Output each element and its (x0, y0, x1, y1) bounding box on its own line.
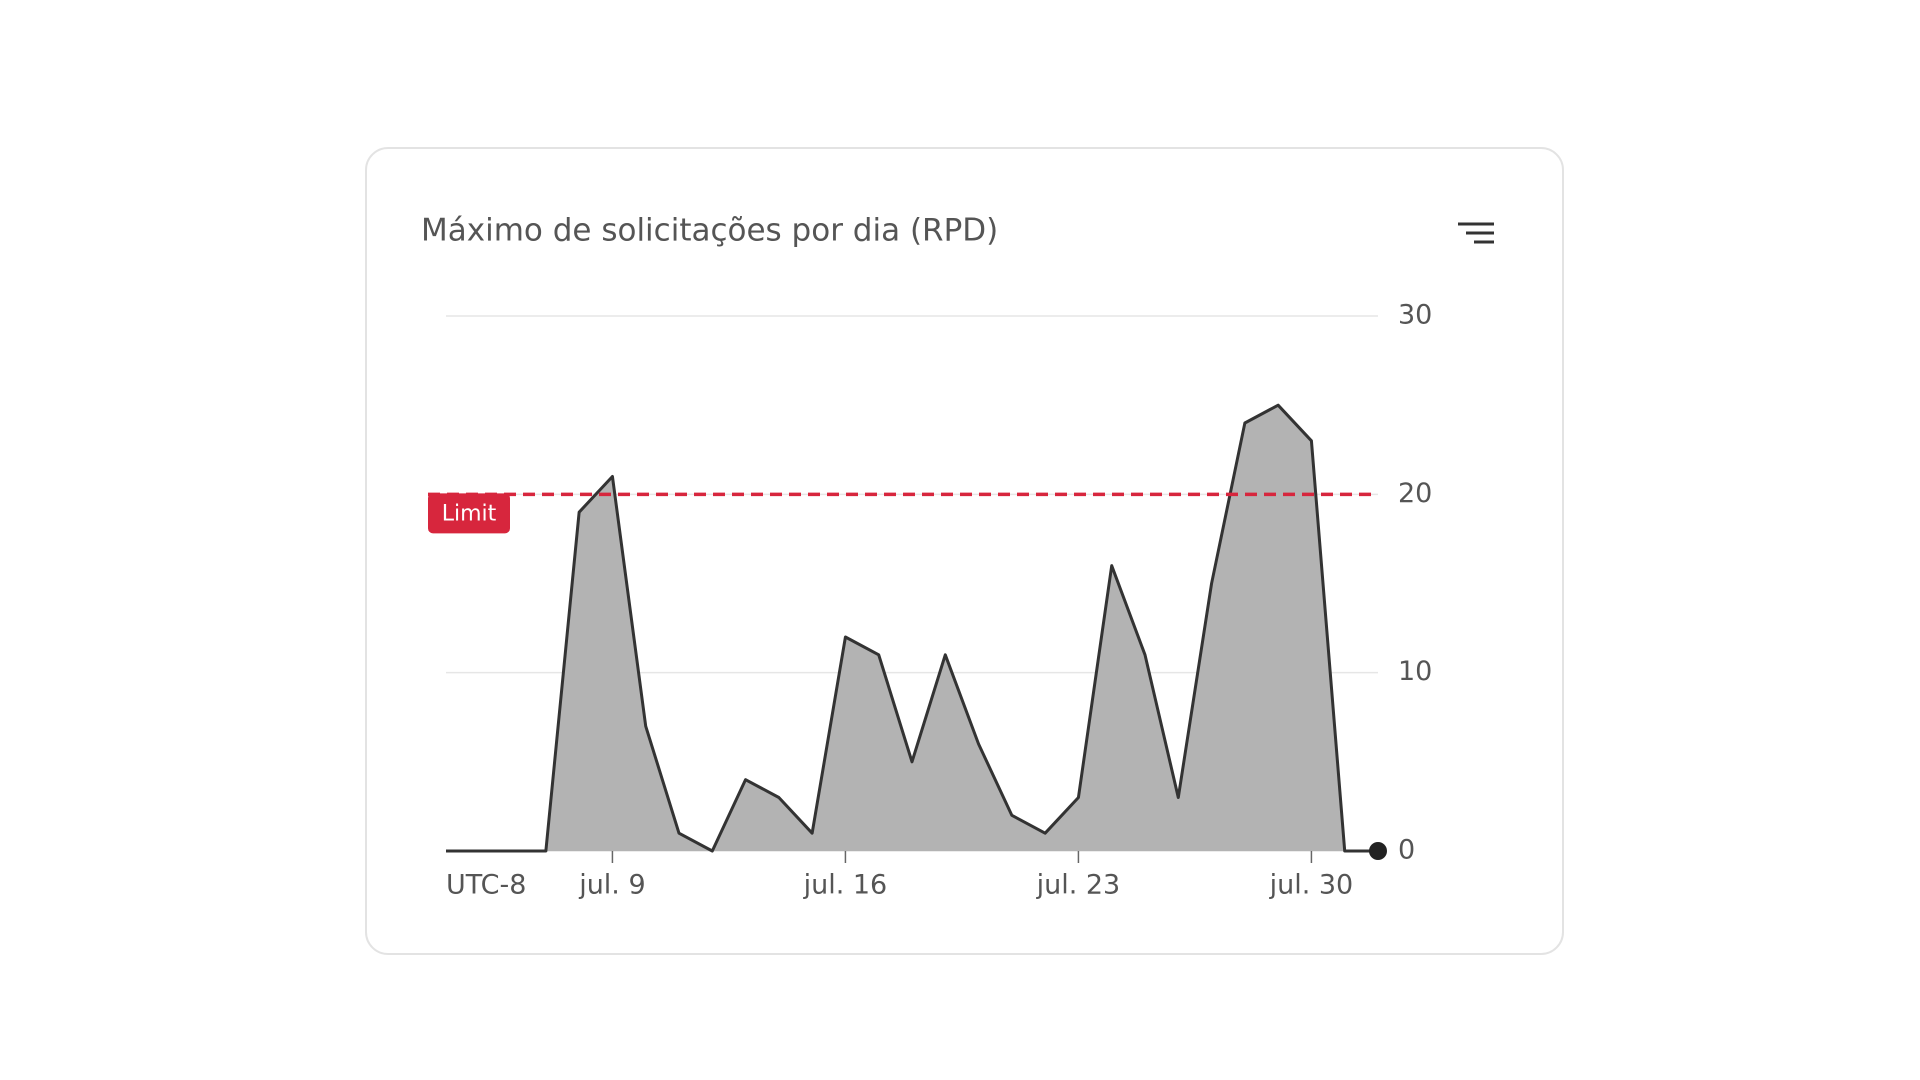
y-tick-label: 30 (1398, 300, 1432, 331)
x-tick-label: jul. 9 (578, 870, 645, 901)
menu-icon[interactable] (1458, 222, 1494, 244)
y-tick-label: 0 (1398, 835, 1415, 866)
x-tick-label: jul. 16 (803, 870, 888, 901)
y-tick-label: 20 (1398, 478, 1432, 509)
x-tick-label: jul. 23 (1036, 870, 1121, 901)
line (446, 403, 1378, 853)
area (446, 405, 1378, 851)
limit-badge (428, 493, 510, 534)
y-tick-label: 10 (1398, 656, 1432, 687)
last-point (1369, 842, 1387, 860)
limit-label: Limit (442, 501, 497, 526)
chart-title: Máximo de solicitações por dia (RPD) (421, 213, 998, 249)
timezone-label: UTC-8 (446, 870, 526, 901)
x-tick-label: jul. 30 (1269, 870, 1354, 901)
